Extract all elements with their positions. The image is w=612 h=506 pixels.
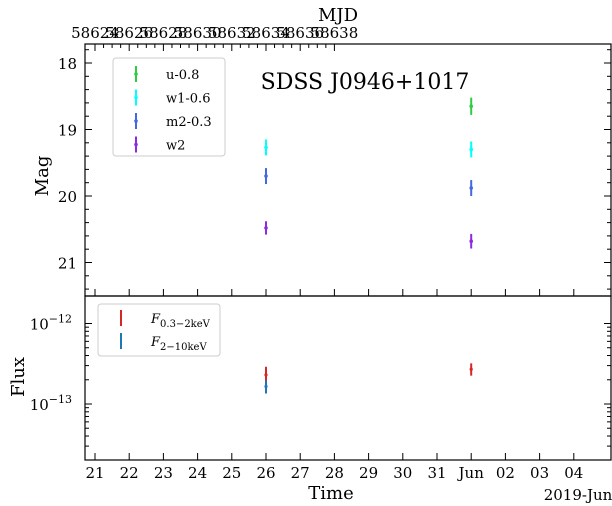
mjd-axis-label: MJD xyxy=(318,5,358,26)
flux-axis-ticks: 21 22 23 24 25 26 27 28 29 30 31 Jun 02 03 04 10−12 10−1… xyxy=(30,289,611,482)
time-tick-label: 24 xyxy=(188,464,207,482)
mag-data-point xyxy=(264,174,268,178)
flux-y-axis-label: Flux xyxy=(8,357,29,397)
mag-data-marks xyxy=(264,97,474,249)
time-tick-label: 27 xyxy=(291,464,310,482)
mag-legend-label: m2-0.3 xyxy=(166,115,212,130)
mag-chart-title: SDSS J0946+1017 xyxy=(261,70,470,95)
mag-tick-label: 19 xyxy=(58,122,77,140)
time-axis-label: Time xyxy=(308,483,353,504)
mjd-tick-label: 58628 xyxy=(140,24,188,42)
mag-legend-marker-dot xyxy=(134,72,138,76)
mag-legend-marker-dot xyxy=(134,119,138,123)
mag-axis-ticks: 5862458626586285863058632586345863658638… xyxy=(58,24,611,290)
mjd-tick-label: 58630 xyxy=(174,24,222,42)
time-tick-label: 02 xyxy=(496,464,515,482)
flux-data-point xyxy=(264,384,268,389)
mag-data-point xyxy=(264,226,268,230)
time-tick-label: 28 xyxy=(325,464,344,482)
flux-tick-label: 10−12 xyxy=(30,313,72,334)
flux-legend-label: F2−10keV xyxy=(150,335,207,353)
flux-data-marks xyxy=(264,363,473,394)
time-tick-label: 21 xyxy=(85,464,104,482)
time-tick-label: 30 xyxy=(393,464,412,482)
time-tick-label: 03 xyxy=(530,464,549,482)
mag-data-point xyxy=(469,186,474,190)
time-tick-label: 29 xyxy=(359,464,378,482)
mag-tick-label: 21 xyxy=(58,255,77,273)
time-tick-label: 31 xyxy=(427,464,446,482)
mag-data-point xyxy=(264,145,268,150)
time-tick-label: 25 xyxy=(222,464,241,482)
flux-data-point xyxy=(264,373,268,377)
magnitude-panel: SDSS J0946+1017 MJD Mag 5862458626586285… xyxy=(32,5,612,297)
flux-plot-frame xyxy=(84,295,612,461)
time-tick-label: 04 xyxy=(564,464,583,482)
flux-data-point xyxy=(469,367,473,371)
mag-y-axis-label: Mag xyxy=(32,156,53,197)
mjd-tick-label: 58636 xyxy=(276,24,324,42)
flux-legend: F0.3−2keV F2−10keV xyxy=(97,303,221,357)
time-tick-label: 26 xyxy=(256,464,275,482)
mag-legend: u-0.8 w1-0.6 m2-0.3 w2 xyxy=(112,57,226,157)
flux-panel: Flux Time 2019-Jun 21 22 23 24 25 26 27 28 29 30 3… xyxy=(8,289,612,504)
mag-legend-box xyxy=(112,57,226,157)
time-tick-label: Jun xyxy=(457,464,485,482)
time-tick-label: 22 xyxy=(120,464,139,482)
mjd-tick-label: 58626 xyxy=(105,24,153,42)
flux-tick-label: 10−13 xyxy=(30,393,72,414)
mjd-tick-label: 58632 xyxy=(208,24,256,42)
mag-tick-label: 20 xyxy=(58,188,77,206)
date-offset-label: 2019-Jun xyxy=(544,486,612,504)
mag-data-point xyxy=(469,147,474,152)
mag-legend-marker-dot xyxy=(134,142,138,147)
mag-legend-label: u-0.8 xyxy=(166,68,199,83)
mag-legend-label: w1-0.6 xyxy=(166,92,210,107)
mag-legend-label: w2 xyxy=(166,139,185,154)
mag-tick-label: 18 xyxy=(58,55,77,73)
time-tick-label: 23 xyxy=(154,464,173,482)
mag-legend-marker-dot xyxy=(134,95,138,100)
mag-data-point xyxy=(469,239,474,244)
mjd-tick-label: 58624 xyxy=(71,24,119,42)
mag-data-point xyxy=(469,104,474,109)
flux-legend-label: F0.3−2keV xyxy=(150,312,211,330)
mjd-tick-label: 58634 xyxy=(242,24,290,42)
mjd-tick-label: 58638 xyxy=(311,24,359,42)
flux-legend-box xyxy=(97,303,221,357)
